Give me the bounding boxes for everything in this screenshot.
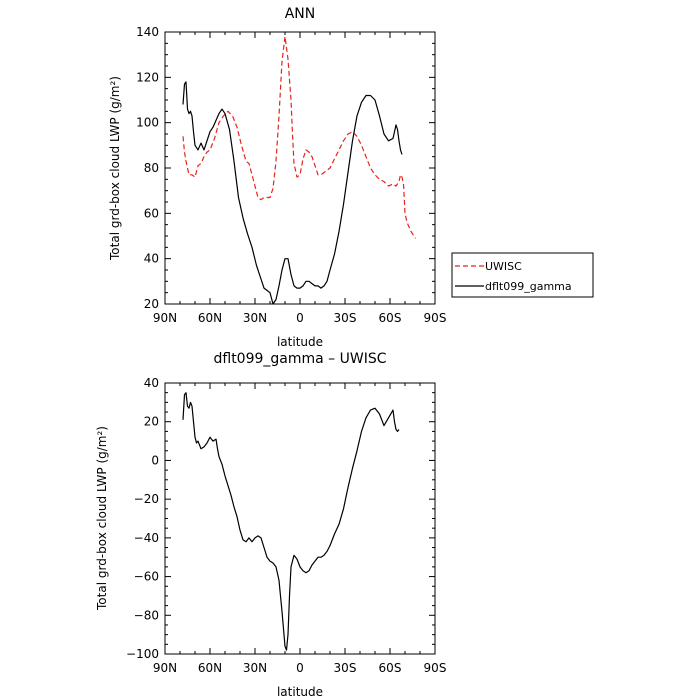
top-plot-frame <box>164 31 436 305</box>
top-x-tick-label: 60N <box>198 311 222 325</box>
legend-label-uwisc: UWISC <box>485 260 522 273</box>
top-x-tick-label: 90S <box>424 311 447 325</box>
top-y-tick-label: 140 <box>136 25 159 39</box>
top-y-tick-label: 40 <box>144 252 159 266</box>
top-chart-ticks: 90N 60N 30N 0 30S 60S 90S 20 40 60 80 100 120 140 <box>136 25 446 325</box>
top-y-tick-label: 80 <box>144 161 159 175</box>
top-y-tick-label: 100 <box>136 116 159 130</box>
top-series-line-uwisc <box>182 35 417 239</box>
bottom-x-tick-label: 60S <box>379 661 402 675</box>
bottom-series-line-0 <box>182 392 400 651</box>
legend-box <box>451 252 594 298</box>
top-y-tick-label: 120 <box>136 70 159 84</box>
top-chart-marks <box>182 35 417 305</box>
legend: UWISC dflt099_gamma <box>451 252 594 298</box>
bottom-x-tick-label: 60N <box>198 661 222 675</box>
top-series-line-dflt099-gamma <box>182 81 403 305</box>
bottom-x-tick-label: 30N <box>243 661 267 675</box>
bottom-y-tick-label: 0 <box>151 453 159 467</box>
bottom-x-tick-label: 0 <box>296 661 304 675</box>
bottom-x-tick-label: 90N <box>153 661 177 675</box>
top-x-tick-label: 30S <box>334 311 357 325</box>
bottom-y-tick-label: 20 <box>144 415 159 429</box>
bottom-chart: dflt099_gamma – UWISC 90N 60N 30N 0 30S 60S 90… <box>95 351 446 699</box>
top-y-tick-label: 60 <box>144 206 159 220</box>
top-x-tick-label: 90N <box>153 311 177 325</box>
top-x-tick-label: 30N <box>243 311 267 325</box>
bottom-y-tick-label: −20 <box>134 492 159 506</box>
bottom-y-tick-label: −100 <box>126 647 159 661</box>
top-chart: ANN 90N 60N 30N 0 30S 60S 90S 20 40 60 80 100 120 140… <box>108 6 446 349</box>
legend-label-dflt099-gamma: dflt099_gamma <box>485 280 572 293</box>
bottom-y-tick-label: 40 <box>144 376 159 390</box>
bottom-x-tick-label: 30S <box>334 661 357 675</box>
bottom-y-tick-label: −60 <box>134 570 159 584</box>
top-y-tick-label: 20 <box>144 297 159 311</box>
top-x-tick-label: 60S <box>379 311 402 325</box>
bottom-y-tick-label: −40 <box>134 531 159 545</box>
bottom-y-tick-label: −80 <box>134 608 159 622</box>
top-x-axis-label: latitude <box>277 335 323 349</box>
top-x-tick-label: 0 <box>296 311 304 325</box>
bottom-chart-marks <box>182 392 400 651</box>
bottom-chart-title: dflt099_gamma – UWISC <box>213 351 386 367</box>
bottom-chart-ticks: 90N 60N 30N 0 30S 60S 90S −100 −80 −60 −40 −20 0 20 40 <box>126 376 446 675</box>
bottom-x-axis-label: latitude <box>277 685 323 699</box>
top-y-axis-label: Total grd-box cloud LWP (g/m²) <box>108 76 122 261</box>
bottom-y-axis-label: Total grd-box cloud LWP (g/m²) <box>95 426 109 611</box>
top-chart-title: ANN <box>285 6 316 22</box>
bottom-x-tick-label: 90S <box>424 661 447 675</box>
